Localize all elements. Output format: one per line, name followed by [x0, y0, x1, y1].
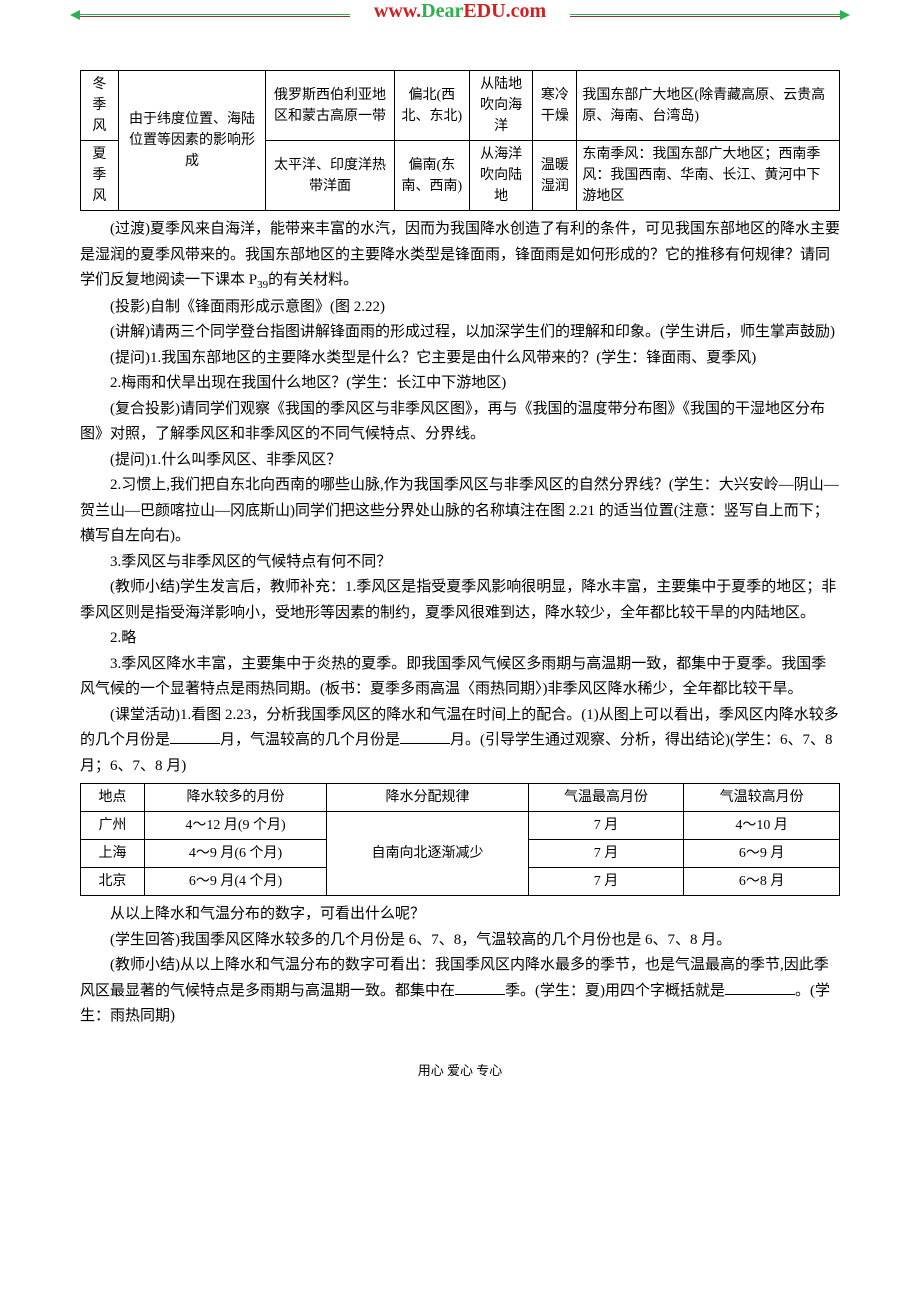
para: (课堂活动)1.看图 2.23，分析我国季风区的降水和气温在时间上的配合。(1)…	[80, 703, 840, 780]
cell: 从陆地吹向海洋	[469, 71, 532, 141]
cell: 4～10 月	[684, 812, 840, 840]
para: (讲解)请两三个同学登台指图讲解锋面雨的形成过程，以加深学生们的理解和印象。(学…	[80, 320, 840, 346]
cell: 广州	[81, 812, 145, 840]
footer: 用心 爱心 专心	[80, 1060, 840, 1082]
para: 2.习惯上,我们把自东北向西南的哪些山脉,作为我国季风区与非季风区的自然分界线？…	[80, 473, 840, 550]
cell: 俄罗斯西伯利亚地区和蒙古高原一带	[266, 71, 394, 141]
page-header: www.DearEDU.com	[80, 0, 840, 50]
para: (教师小结)从以上降水和气温分布的数字可看出：我国季风区内降水最多的季节，也是气…	[80, 953, 840, 1030]
cell: 4～9 月(6 个月)	[144, 840, 326, 868]
cell: 偏北(西北、东北)	[394, 71, 469, 141]
cell: 7 月	[528, 868, 684, 896]
para: 2.梅雨和伏旱出现在我国什么地区？(学生：长江中下游地区)	[80, 371, 840, 397]
para: 从以上降水和气温分布的数字，可看出什么呢？	[80, 902, 840, 928]
para: (教师小结)学生发言后，教师补充：1.季风区是指受夏季风影响很明显，降水丰富，主…	[80, 575, 840, 626]
th: 降水分配规律	[327, 784, 528, 812]
para: 3.季风区与非季风区的气候特点有何不同？	[80, 550, 840, 576]
cell: 7 月	[528, 812, 684, 840]
para: (提问)1.我国东部地区的主要降水类型是什么？它主要是由什么风带来的？(学生：锋…	[80, 346, 840, 372]
cell: 偏南(东南、西南)	[394, 141, 469, 211]
th: 气温较高月份	[684, 784, 840, 812]
cell: 6～8 月	[684, 868, 840, 896]
cell: 4～12 月(9 个月)	[144, 812, 326, 840]
cell: 6～9 月(4 个月)	[144, 868, 326, 896]
site-logo: www.DearEDU.com	[374, 0, 546, 28]
rain-table: 地点 降水较多的月份 降水分配规律 气温最高月份 气温较高月份 广州 4～12 …	[80, 783, 840, 896]
th: 降水较多的月份	[144, 784, 326, 812]
para: (学生回答)我国季风区降水较多的几个月份是 6、7、8，气温较高的几个月份也是 …	[80, 928, 840, 954]
cell: 我国东部广大地区(除青藏高原、云贵高原、海南、台湾岛)	[577, 71, 840, 141]
cell: 6～9 月	[684, 840, 840, 868]
para: (投影)自制《锋面雨形成示意图》(图 2.22)	[80, 295, 840, 321]
cell: 从海洋吹向陆地	[469, 141, 532, 211]
th: 地点	[81, 784, 145, 812]
cell: 北京	[81, 868, 145, 896]
para: (提问)1.什么叫季风区、非季风区？	[80, 448, 840, 474]
cell: 7 月	[528, 840, 684, 868]
cell: 夏季风	[81, 141, 119, 211]
para: 2.略	[80, 626, 840, 652]
wind-table: 冬季风 由于纬度位置、海陆位置等因素的影响形成 俄罗斯西伯利亚地区和蒙古高原一带…	[80, 70, 840, 211]
cell: 冬季风	[81, 71, 119, 141]
cell: 由于纬度位置、海陆位置等因素的影响形成	[118, 71, 266, 211]
cell: 上海	[81, 840, 145, 868]
cell: 东南季风：我国东部广大地区；西南季风：我国西南、华南、长江、黄河中下游地区	[577, 141, 840, 211]
cell: 自南向北逐渐减少	[327, 812, 528, 896]
cell: 温暖湿润	[533, 141, 577, 211]
cell: 太平洋、印度洋热带洋面	[266, 141, 394, 211]
para: (过渡)夏季风来自海洋，能带来丰富的水汽，因而为我国降水创造了有利的条件，可见我…	[80, 217, 840, 295]
para: 3.季风区降水丰富，主要集中于炎热的夏季。即我国季风气候区多雨期与高温期一致，都…	[80, 652, 840, 703]
para: (复合投影)请同学们观察《我国的季风区与非季风区图》，再与《我国的温度带分布图》…	[80, 397, 840, 448]
th: 气温最高月份	[528, 784, 684, 812]
cell: 寒冷干燥	[533, 71, 577, 141]
